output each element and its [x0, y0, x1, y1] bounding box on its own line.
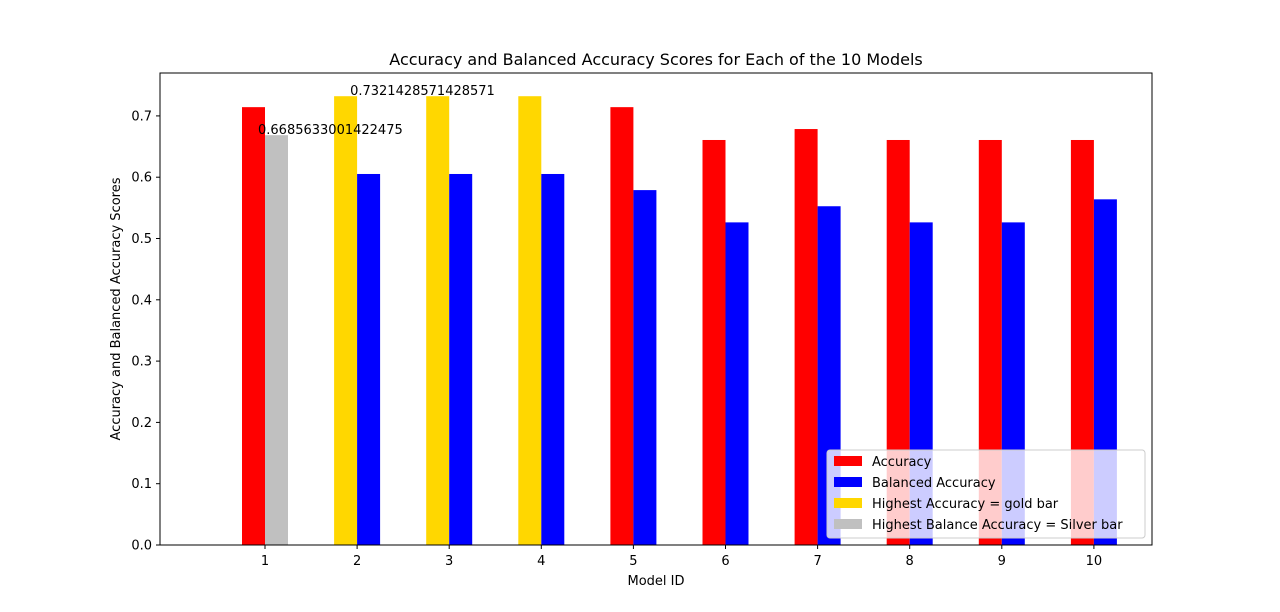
- bar-accuracy-model-7: [794, 129, 818, 545]
- legend-swatch: [834, 456, 862, 466]
- x-tick-label: 6: [721, 554, 729, 569]
- legend-box: [826, 449, 1146, 539]
- x-tick-label: 3: [445, 554, 453, 569]
- value-annotation: 0.6685633001422475: [258, 123, 403, 138]
- bar-accuracy-model-9: [978, 139, 1002, 545]
- x-tick-label: 9: [998, 554, 1006, 569]
- bar-accuracy-model-2: [334, 96, 358, 546]
- y-tick-label: 0.1: [131, 477, 152, 492]
- x-tick-label: 5: [629, 554, 637, 569]
- value-annotation: 0.7321428571428571: [350, 84, 495, 99]
- bar-accuracy-model-10: [1070, 139, 1094, 545]
- bar-balanced-accuracy-model-5: [633, 190, 657, 545]
- x-tick-label: 7: [813, 554, 821, 569]
- bar-balanced-accuracy-model-2: [357, 173, 381, 545]
- bar-accuracy-model-4: [518, 96, 542, 546]
- bar-balanced-accuracy-model-1: [265, 135, 288, 545]
- x-tick-label: 2: [353, 554, 361, 569]
- bar-accuracy-model-6: [702, 139, 726, 545]
- x-tick-label: 10: [1086, 554, 1103, 569]
- x-tick-label: 4: [537, 554, 545, 569]
- legend-entry-label: Highest Accuracy = gold bar: [872, 497, 1059, 512]
- y-tick-label: 0.3: [131, 355, 152, 370]
- bar-balanced-accuracy-model-3: [449, 173, 473, 545]
- legend: Accuracy Balanced Accuracy Highest Accurac…: [826, 449, 1146, 539]
- y-tick-label: 0.0: [131, 539, 152, 554]
- bar-accuracy-model-1: [242, 107, 265, 545]
- y-tick-label: 0.4: [131, 293, 152, 308]
- x-tick-label: 1: [261, 554, 269, 569]
- x-tick-label: 8: [906, 554, 914, 569]
- bar-accuracy-model-3: [426, 96, 450, 546]
- bar-balanced-accuracy-model-4: [541, 173, 565, 545]
- plot-frame: [159, 72, 1153, 546]
- legend-swatch: [834, 519, 862, 529]
- legend-entry-label: Accuracy: [872, 455, 932, 470]
- y-tick-label: 0.2: [131, 416, 152, 431]
- y-tick-label: 0.5: [131, 232, 152, 247]
- legend-entry-label: Highest Balance Accuracy = Silver bar: [872, 518, 1123, 533]
- bar-balanced-accuracy-model-6: [725, 222, 749, 546]
- y-tick-label: 0.7: [131, 109, 152, 124]
- y-axis-label: Accuracy and Balanced Accuracy Scores: [109, 177, 124, 440]
- x-axis-label: Model ID: [627, 574, 684, 589]
- bar-accuracy-model-8: [886, 139, 910, 545]
- chart-title: Accuracy and Balanced Accuracy Scores fo…: [389, 50, 922, 69]
- legend-swatch: [834, 498, 862, 508]
- bar-accuracy-model-5: [610, 107, 634, 545]
- y-tick-label: 0.6: [131, 171, 152, 186]
- legend-entry-label: Balanced Accuracy: [872, 476, 996, 491]
- legend-swatch: [834, 477, 862, 487]
